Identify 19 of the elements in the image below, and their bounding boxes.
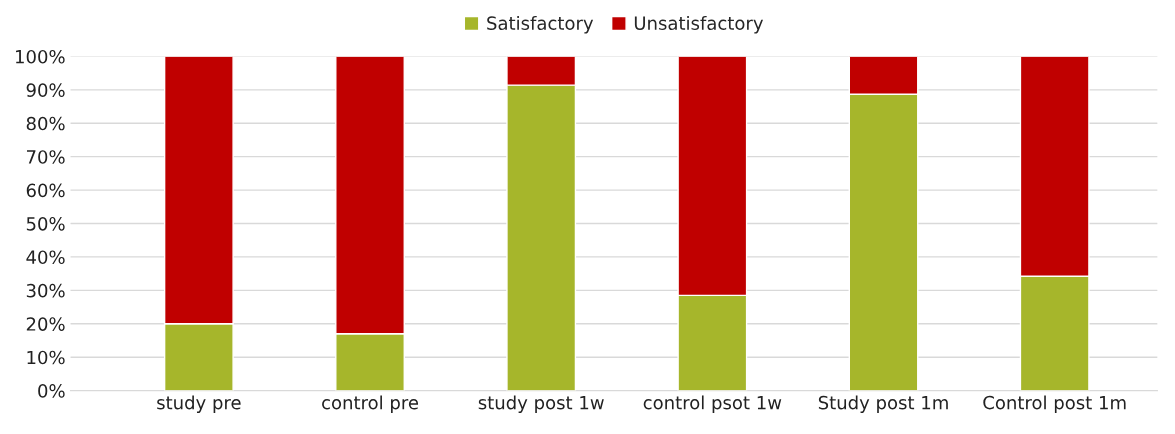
y-tick-label: 30% [26,283,65,298]
y-tick-label: 10% [27,350,65,365]
x-tick-label: study pre [157,395,241,413]
y-tick-label: 40% [26,250,65,265]
y-tick-label: 70% [26,150,65,164]
legend-label: Unsatisfactory [634,16,764,34]
legend-label: Satisfactory [487,16,594,34]
y-tick-label: 50% [26,216,65,231]
x-tick-label: study post 1w [478,395,604,413]
y-tick-label: 20% [26,317,65,331]
y-tick-label: 90% [26,83,65,97]
y-tick-label: 0% [38,384,65,398]
y-tick-label: 60% [26,183,65,198]
x-tick-label: control pre [322,395,419,413]
y-tick-label: 100% [16,49,65,64]
y-tick-label: 80% [26,116,65,131]
x-tick-label: control psot 1w [643,395,782,413]
x-tick-label: Study post 1m [818,395,948,413]
x-tick-label: Control post 1m [983,395,1126,413]
